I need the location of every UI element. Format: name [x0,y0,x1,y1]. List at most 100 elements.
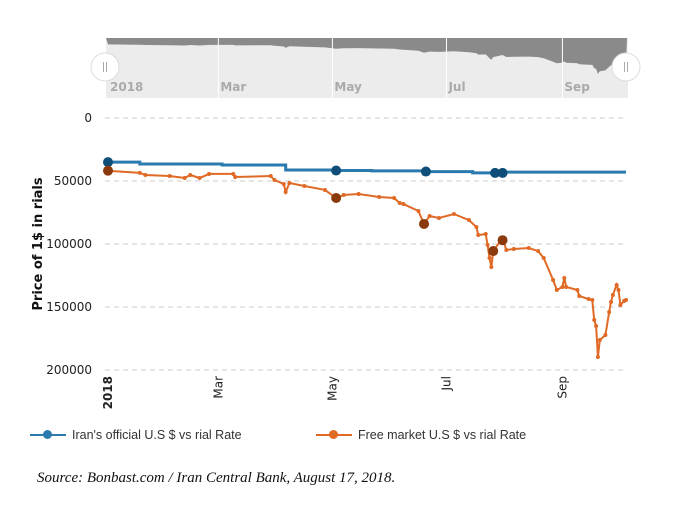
data-point[interactable] [451,212,456,217]
data-point[interactable] [489,265,494,270]
x-tick-label: 2018 [101,376,115,409]
y-tick-label: 200000 [46,363,92,377]
highlighted-point[interactable] [103,165,113,176]
data-point[interactable] [476,233,481,238]
data-point[interactable] [197,175,202,180]
navigator-label: May [334,80,362,94]
highlighted-point[interactable] [419,218,430,229]
highlighted-point[interactable] [488,246,499,257]
series-line [108,160,626,175]
data-point[interactable] [466,218,471,223]
data-point[interactable] [283,189,288,194]
legend-marker-free-market-icon [316,430,352,440]
data-point[interactable] [616,287,621,292]
data-point[interactable] [595,355,600,360]
data-point[interactable] [610,293,615,298]
data-point[interactable] [485,243,490,248]
data-point[interactable] [233,174,238,179]
data-point[interactable] [536,249,541,254]
data-point[interactable] [137,170,142,175]
data-point[interactable] [603,332,608,337]
highlighted-point[interactable] [331,165,342,176]
data-point[interactable] [554,287,559,292]
data-point[interactable] [560,284,565,289]
y-axis-title: Price of 1$ in rials [31,177,46,311]
y-tick-label: 150000 [46,300,92,314]
data-point[interactable] [618,302,623,307]
data-point[interactable] [436,216,441,221]
data-point[interactable] [562,276,567,281]
highlighted-point[interactable] [497,235,508,246]
series-line [107,169,627,358]
highlighted-point[interactable] [103,157,113,168]
data-point[interactable] [609,299,614,304]
data-point[interactable] [586,297,591,302]
grip-lines-icon [624,62,628,72]
data-point[interactable] [416,208,421,213]
x-tick-label: Jul [439,376,453,391]
navigator-series-area [106,38,627,74]
data-point[interactable] [607,310,612,315]
data-point[interactable] [377,195,382,200]
data-point[interactable] [474,224,479,229]
data-point[interactable] [397,201,402,206]
data-point[interactable] [577,294,582,299]
data-point[interactable] [188,172,193,177]
data-point[interactable] [182,175,187,180]
data-point[interactable] [597,338,602,343]
data-point[interactable] [322,187,327,192]
navigator-label: Mar [220,80,246,94]
data-point[interactable] [287,181,292,186]
data-point[interactable] [575,287,580,292]
x-tick-label: Sep [555,376,569,399]
x-tick-label: Mar [211,376,225,399]
data-point[interactable] [143,172,148,177]
navigator-label: Jul [447,80,465,94]
data-point[interactable] [392,196,397,201]
data-point[interactable] [356,191,361,196]
data-point[interactable] [624,297,628,302]
legend-label-free-market: Free market U.S $ vs rial Rate [358,428,527,442]
data-point[interactable] [614,282,619,287]
y-tick-label: 50000 [54,174,92,188]
series-free-market [103,165,628,360]
data-point[interactable] [268,173,273,178]
data-point[interactable] [483,232,488,237]
grip-lines-icon [103,62,107,72]
navigator-left-handle[interactable] [90,52,120,82]
data-point[interactable] [167,173,172,178]
data-point[interactable] [526,246,531,251]
highlighted-point[interactable] [490,167,501,178]
data-point[interactable] [594,324,599,329]
data-point[interactable] [551,278,556,283]
data-point[interactable] [281,182,286,187]
data-point[interactable] [511,247,516,252]
navigator-label: Sep [564,80,590,94]
data-point[interactable] [592,317,597,322]
data-point[interactable] [341,192,346,197]
highlighted-point[interactable] [331,193,342,204]
data-point[interactable] [564,284,569,289]
navigator-right-handle[interactable] [611,52,641,82]
data-point[interactable] [206,171,211,176]
source-note: Source: Bonbast.com / Iran Central Bank,… [37,470,396,486]
data-point[interactable] [504,248,509,253]
series-official [103,157,626,178]
data-point[interactable] [487,255,492,260]
data-point[interactable] [231,171,236,176]
data-point[interactable] [401,202,406,207]
data-point[interactable] [541,255,546,260]
highlighted-point[interactable] [420,166,431,177]
highlighted-point[interactable] [497,167,508,178]
legend-item-official[interactable]: Iran's official U.S $ vs rial Rate [30,428,242,442]
data-point[interactable] [427,214,432,219]
legend-marker-official-icon [30,430,66,440]
y-tick-label: 0 [84,111,92,125]
data-point[interactable] [590,297,595,302]
data-point[interactable] [302,184,307,189]
legend-item-free-market[interactable]: Free market U.S $ vs rial Rate [316,428,526,442]
x-tick-label: May [325,376,339,401]
data-point[interactable] [272,177,277,182]
